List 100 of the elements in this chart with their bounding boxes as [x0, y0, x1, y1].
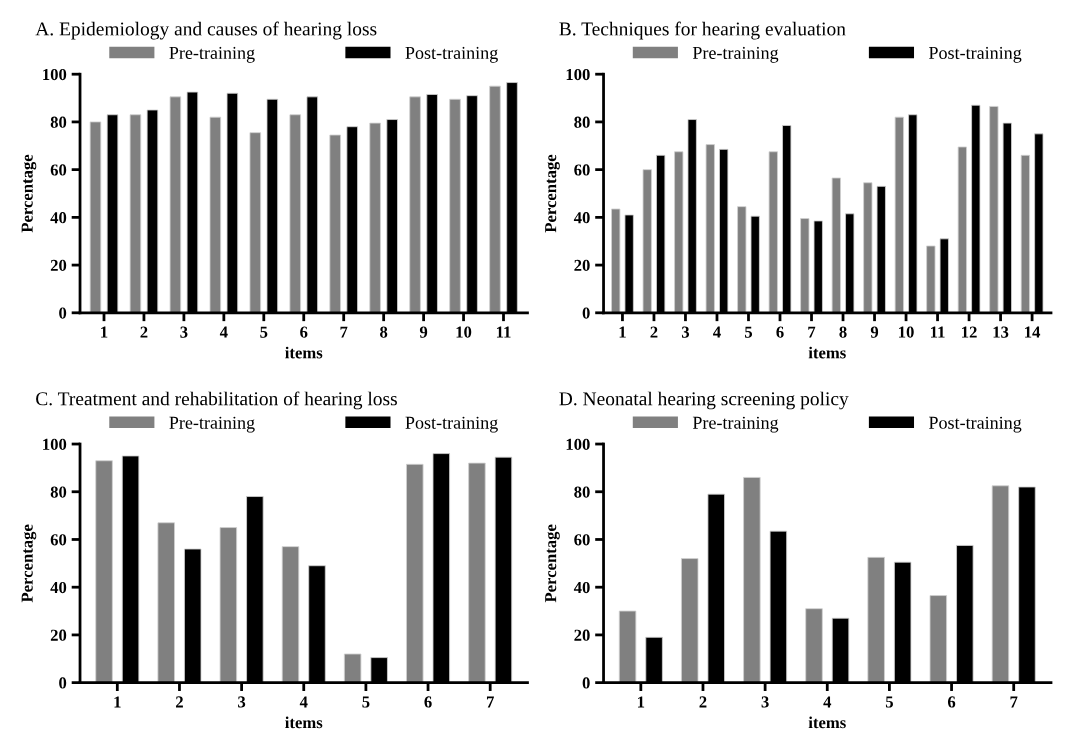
- bar: [957, 146, 967, 313]
- bar: [129, 114, 142, 313]
- y-tick-label: 100: [566, 438, 590, 450]
- bar: [95, 460, 113, 683]
- x-tick-label: 1: [638, 696, 645, 708]
- bar: [743, 477, 761, 683]
- bar: [991, 485, 1010, 683]
- y-tick-label: 20: [50, 259, 67, 272]
- bar: [157, 522, 175, 683]
- legend-label: Post-training: [405, 46, 498, 63]
- y-tick-label: 40: [50, 212, 67, 224]
- legend-label: Pre-training: [692, 416, 779, 433]
- x-tick-label: 2: [650, 326, 658, 338]
- bar: [705, 144, 715, 313]
- bar: [406, 463, 424, 683]
- y-axis-title: Percentage: [545, 524, 560, 603]
- x-tick-label: 8: [380, 326, 388, 338]
- bar: [831, 177, 841, 313]
- x-axis-title: items: [808, 346, 846, 359]
- x-tick-label: 7: [340, 326, 348, 338]
- bar: [209, 116, 222, 313]
- bar: [249, 132, 262, 313]
- x-axis-title: items: [808, 716, 846, 729]
- chart-title: A. Epidemiology and causes of hearing loss: [35, 21, 377, 40]
- legend-label: Post-training: [405, 416, 498, 433]
- x-tick-label: 9: [870, 326, 879, 338]
- y-tick-label: 20: [50, 629, 67, 641]
- bar: [289, 114, 301, 313]
- bar: [929, 595, 948, 683]
- x-tick-label: 5: [744, 326, 753, 338]
- y-tick-label: 20: [574, 259, 590, 272]
- bar: [449, 98, 461, 313]
- bar: [281, 546, 300, 683]
- bar: [468, 462, 486, 683]
- x-tick-label: 1: [101, 326, 108, 338]
- y-tick-label: 0: [59, 307, 67, 319]
- y-tick-label: 40: [50, 581, 67, 594]
- x-tick-label: 14: [1025, 326, 1041, 338]
- x-tick-label: 4: [219, 326, 228, 338]
- x-tick-label: 3: [238, 696, 246, 708]
- bar: [329, 134, 341, 313]
- legend-label: Post-training: [928, 46, 1022, 63]
- x-tick-label: 4: [713, 326, 721, 338]
- x-tick-label: 6: [300, 326, 308, 338]
- x-tick-label: 11: [496, 326, 511, 338]
- bar: [800, 218, 810, 313]
- bar: [219, 527, 238, 683]
- bar: [611, 208, 621, 313]
- x-tick-label: 6: [424, 696, 432, 708]
- x-tick-label: 5: [885, 696, 893, 708]
- legend-label: Pre-training: [692, 46, 779, 63]
- x-tick-label: 2: [140, 326, 148, 338]
- x-tick-label: 3: [681, 326, 690, 338]
- chart-title: C. Treatment and rehabilitation of hearing loss: [36, 391, 397, 410]
- y-tick-label: 0: [59, 677, 67, 689]
- y-tick-label: 40: [573, 212, 590, 224]
- bar: [169, 96, 182, 313]
- y-axis-title: Percentage: [545, 154, 560, 233]
- y-tick-label: 0: [582, 677, 590, 689]
- x-tick-label: 2: [175, 696, 183, 708]
- x-tick-label: 4: [823, 696, 832, 708]
- x-tick-label: 6: [947, 696, 956, 708]
- x-tick-label: 7: [808, 326, 816, 338]
- x-axis-title: items: [285, 346, 323, 359]
- bar: [674, 151, 684, 313]
- bar: [618, 610, 637, 683]
- bar: [343, 653, 362, 683]
- x-tick-label: 7: [486, 696, 494, 708]
- y-tick-label: 40: [573, 581, 590, 594]
- y-tick-label: 60: [574, 534, 590, 546]
- y-tick-label: 20: [574, 629, 590, 641]
- bar: [737, 206, 747, 313]
- bar: [642, 169, 652, 313]
- legend-label: Pre-training: [169, 46, 255, 63]
- bar: [863, 182, 873, 313]
- bar: [681, 558, 699, 683]
- y-tick-label: 60: [574, 164, 590, 176]
- y-axis-title: Percentage: [21, 524, 37, 603]
- x-tick-label: 4: [299, 696, 308, 708]
- x-tick-label: 2: [699, 696, 707, 708]
- x-tick-label: 1: [114, 696, 121, 708]
- bar: [989, 105, 999, 313]
- x-tick-label: 6: [776, 326, 784, 338]
- y-tick-label: 80: [50, 486, 67, 498]
- y-tick-label: 80: [574, 116, 590, 128]
- x-tick-label: 1: [619, 326, 626, 338]
- y-tick-label: 0: [582, 307, 590, 319]
- bar: [805, 608, 823, 683]
- x-tick-label: 3: [761, 696, 769, 708]
- x-tick-label: 3: [180, 326, 188, 338]
- bar: [926, 245, 936, 313]
- x-axis-title: items: [285, 716, 323, 729]
- x-tick-label: 11: [931, 326, 945, 338]
- y-tick-label: 100: [43, 438, 67, 450]
- y-axis-title: Percentage: [21, 154, 37, 233]
- y-tick-label: 60: [50, 164, 67, 176]
- x-tick-label: 5: [362, 696, 370, 708]
- legend-label: Pre-training: [169, 416, 255, 433]
- chart-title: D. Neonatal hearing screening policy: [559, 391, 849, 410]
- legend-label: Post-training: [928, 416, 1022, 433]
